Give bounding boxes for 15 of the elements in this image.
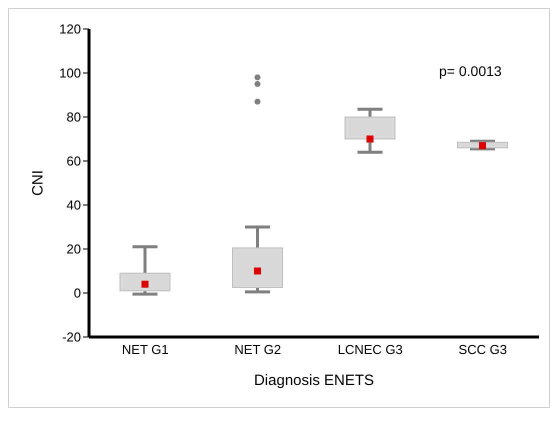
y-tick-label: -20 [62,330,81,345]
x-tick-label: LCNEC G3 [338,342,403,358]
y-tick-label: 0 [74,286,81,301]
annotation: p= 0.0013 [439,63,502,79]
y-tick-label: 100 [59,66,81,81]
x-tick-label: NET G2 [234,342,282,358]
y-axis-title: CNI [29,170,46,196]
x-tick-label: SCC G3 [458,342,507,358]
y-tick-label: 80 [66,110,81,125]
y-tick-label: 20 [66,242,81,257]
x-axis-title: Diagnosis ENETS [254,372,374,389]
y-tick-label: 40 [66,198,81,213]
x-tick-label: NET G1 [122,342,169,358]
y-tick-label: 60 [66,154,81,169]
y-tick-label: 120 [59,22,81,37]
